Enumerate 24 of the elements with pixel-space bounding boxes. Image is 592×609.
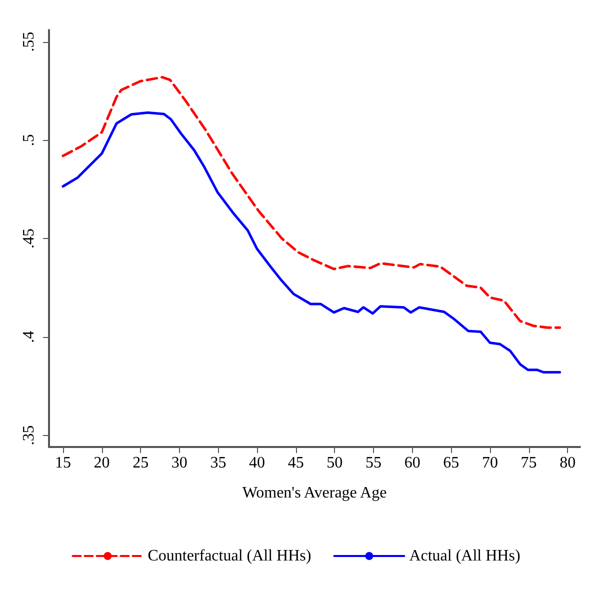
x-tick-label: 75: [520, 454, 537, 472]
y-tick-label: .5: [20, 134, 38, 146]
x-tick-label: 30: [171, 454, 188, 472]
x-tick-label: 80: [560, 454, 576, 472]
x-tick-label: 65: [443, 454, 460, 472]
x-tick-label: 60: [404, 454, 420, 472]
x-tick-label: 50: [326, 454, 343, 472]
x-tick-label: 25: [132, 454, 149, 472]
x-tick-label: 20: [94, 454, 110, 472]
x-tick-label: 55: [366, 454, 382, 472]
x-tick-label: 35: [210, 454, 226, 472]
legend-label: Actual (All HHs): [409, 548, 520, 564]
x-tick-label: 15: [54, 454, 71, 472]
x-axis-title: Women's Average Age: [242, 484, 387, 502]
legend-label: Counterfactual (All HHs): [148, 548, 312, 564]
y-tick-label: .35: [20, 425, 38, 446]
y-tick-label: .45: [20, 228, 38, 248]
line-series: [62, 76, 562, 329]
line-series: [62, 111, 562, 374]
x-tick-label: 40: [249, 454, 266, 472]
y-tick-label: .4: [20, 330, 38, 343]
x-tick-label: 70: [482, 454, 498, 472]
y-tick-label: .55: [20, 32, 38, 52]
x-tick-label: 45: [288, 454, 304, 472]
